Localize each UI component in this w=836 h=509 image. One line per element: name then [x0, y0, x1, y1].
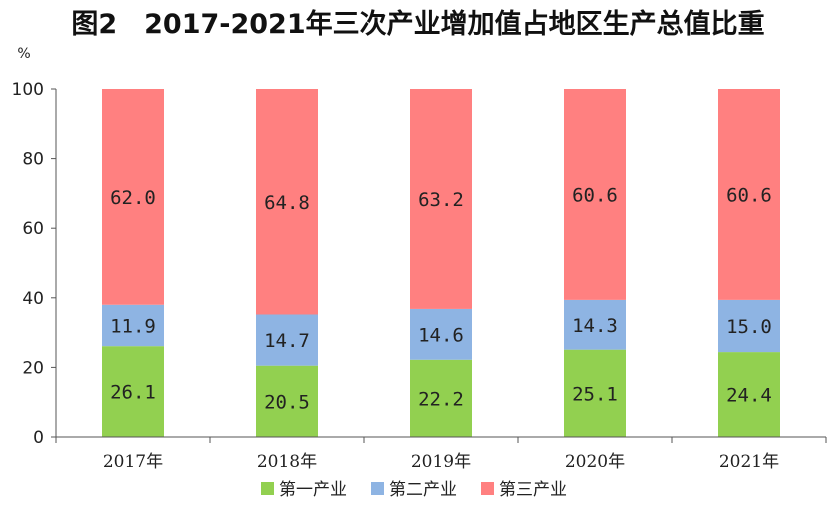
bar-segment [564, 349, 626, 437]
legend-swatch [481, 482, 494, 495]
data-label: 20.5 [264, 391, 310, 413]
legend-swatch [371, 482, 384, 495]
bar-segment [102, 346, 164, 437]
x-tick-label: 2018年 [257, 452, 317, 472]
y-axis-unit-label: % [17, 46, 30, 62]
bar-segment [102, 304, 164, 347]
plot-area: 0 20 40 60 80 100 26.1 11.9 62.0 2017年 20.5 14.7 64.… [12, 80, 827, 472]
data-label: 24.4 [726, 385, 772, 407]
bar-segment [256, 365, 318, 437]
x-tick-label: 2017年 [103, 452, 163, 472]
bar-segment [564, 299, 626, 350]
data-label: 26.1 [110, 382, 156, 404]
data-label: 14.3 [572, 315, 618, 337]
x-tick-label: 2019年 [411, 452, 471, 472]
data-label: 63.2 [418, 189, 464, 211]
data-label: 60.6 [726, 184, 772, 206]
x-tick-label: 2021年 [719, 452, 779, 472]
y-tick-label: 20 [22, 358, 44, 378]
data-label: 25.1 [572, 383, 618, 405]
data-label: 15.0 [726, 316, 772, 338]
data-label: 14.7 [264, 330, 310, 352]
y-tick-label: 60 [22, 219, 44, 239]
data-label: 62.0 [110, 187, 156, 209]
bar-segment [256, 89, 318, 315]
data-label: 11.9 [110, 315, 156, 337]
legend-label: 第三产业 [499, 480, 567, 500]
bar-segment [410, 89, 472, 309]
y-tick-label: 0 [33, 428, 44, 448]
y-tick-label: 100 [12, 80, 44, 100]
legend-label: 第一产业 [279, 480, 347, 500]
x-tick-label: 2020年 [565, 452, 625, 472]
bar-segment [564, 89, 626, 300]
y-tick-label: 40 [22, 289, 44, 309]
bar-segment [718, 299, 780, 353]
legend-swatch [261, 482, 274, 495]
legend-label: 第二产业 [389, 480, 457, 500]
bar-segment [102, 89, 164, 305]
bar-segment [410, 308, 472, 360]
legend: 第一产业 第二产业 第三产业 [261, 480, 567, 500]
bar-segment [718, 352, 780, 437]
bar-segment [256, 314, 318, 366]
bar-segment [410, 359, 472, 437]
bar-segment [718, 89, 780, 300]
y-tick-label: 80 [22, 150, 44, 170]
data-label: 60.6 [572, 184, 618, 206]
data-label: 22.2 [418, 388, 464, 410]
data-label: 14.6 [418, 324, 464, 346]
chart-title: 图2 2017-2021年三次产业增加值占地区生产总值比重 [71, 8, 764, 40]
data-label: 64.8 [264, 192, 310, 214]
